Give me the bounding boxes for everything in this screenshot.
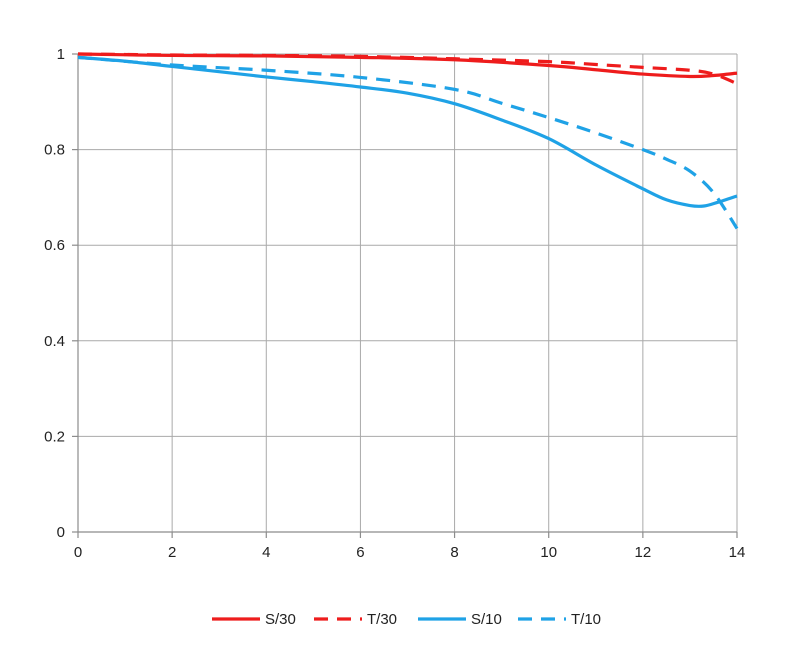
x-tick-label: 10 (540, 544, 557, 561)
x-tick-label: 0 (74, 544, 82, 561)
x-tick-label: 8 (450, 544, 458, 561)
legend-item-t-30: T/30 (314, 611, 397, 628)
x-tick-label: 2 (168, 544, 176, 561)
x-tick-label: 14 (729, 544, 746, 561)
y-tick-label: 0.6 (44, 237, 65, 254)
legend-item-t-10: T/10 (518, 611, 601, 628)
x-tick-label: 6 (356, 544, 364, 561)
legend: S/30 T/30 S/10 T/10 (212, 611, 601, 628)
legend-label-s-30: S/30 (265, 611, 296, 628)
series-line-s-10 (77, 55, 738, 208)
y-tick-label: 0.4 (44, 333, 65, 350)
legend-item-s-10: S/10 (418, 611, 502, 628)
tick-labels: 0 2 4 6 8 10 12 14 0 0.2 0.4 0.6 0.8 1 (44, 46, 745, 561)
series-line-t-30 (77, 52, 738, 86)
x-tick-label: 12 (635, 544, 652, 561)
axes (72, 53, 738, 538)
grid (78, 53, 738, 532)
legend-label-t-30: T/30 (367, 611, 397, 628)
y-tick-label: 0.2 (44, 428, 65, 445)
x-tick-label: 4 (262, 544, 270, 561)
series-line-t-10 (77, 55, 739, 230)
y-tick-label: 0 (57, 524, 65, 541)
legend-label-s-10: S/10 (471, 611, 502, 628)
legend-label-t-10: T/10 (571, 611, 601, 628)
legend-item-s-30: S/30 (212, 611, 296, 628)
y-tick-label: 1 (57, 46, 65, 63)
series-lines (77, 52, 739, 230)
y-tick-label: 0.8 (44, 142, 65, 159)
